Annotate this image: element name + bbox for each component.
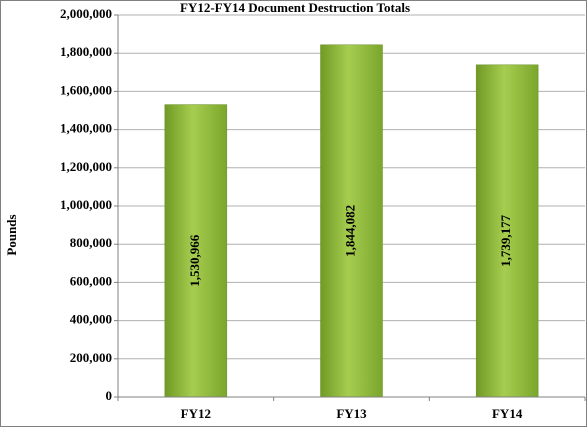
y-tick-label: 1,400,000 (60, 121, 112, 136)
x-tick-label: FY14 (492, 406, 523, 421)
y-tick-label: 800,000 (70, 235, 112, 250)
y-tick-label: 2,000,000 (60, 6, 112, 21)
y-axis-title: Pounds (4, 214, 19, 255)
x-tick-label: FY12 (181, 406, 211, 421)
y-tick-label: 1,200,000 (60, 159, 112, 174)
data-label: 1,739,177 (498, 214, 513, 267)
data-label: 1,844,082 (342, 205, 357, 257)
y-tick-label: 1,800,000 (60, 44, 112, 59)
y-tick-label: 600,000 (70, 273, 112, 288)
y-tick-label: 200,000 (70, 350, 112, 365)
bar (164, 104, 228, 398)
y-tick-label: 0 (106, 388, 113, 403)
data-label: 1,530,966 (187, 234, 202, 287)
x-tick-label: FY13 (336, 406, 367, 421)
y-tick-label: 400,000 (70, 312, 112, 327)
y-tick-label: 1,600,000 (60, 82, 112, 97)
y-tick-label: 1,000,000 (60, 197, 112, 212)
chart-title: FY12-FY14 Document Destruction Totals (180, 0, 410, 15)
bar (320, 44, 383, 398)
bar (475, 64, 539, 398)
